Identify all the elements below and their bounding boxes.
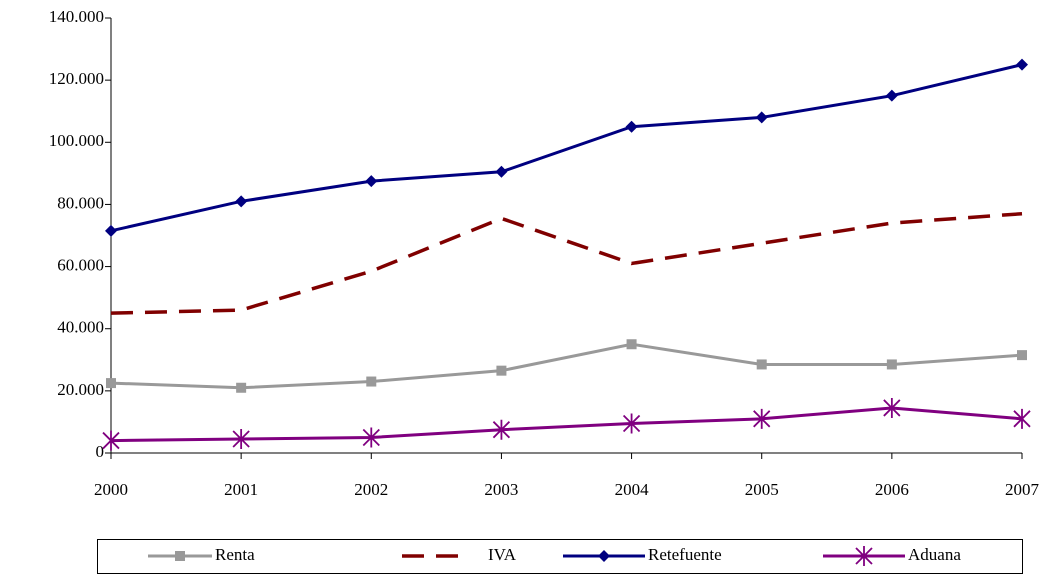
x-tick-label: 2003 [484,480,518,499]
series-line [110,406,1023,443]
marker [495,165,508,178]
x-tick-label: 2000 [94,480,128,499]
marker [625,120,638,133]
legend-item: IVA [402,545,517,564]
legend-item: Renta [148,545,255,564]
legend-label: Retefuente [648,545,722,564]
y-tick-label: 0 [96,442,105,461]
marker [365,175,378,188]
marker [232,429,250,450]
marker [885,89,898,102]
legend-label: Aduana [908,545,961,564]
marker [492,419,511,440]
marker [1017,350,1027,361]
legend-label: Renta [215,545,255,564]
marker [755,111,768,124]
marker [362,427,380,448]
marker [236,382,247,393]
series-line [110,63,1023,233]
marker [235,195,248,208]
x-tick-label: 2005 [745,480,779,499]
x-tick-label: 2002 [354,480,388,499]
x-tick-label: 2004 [615,480,650,499]
marker [753,408,771,429]
legend-item: Retefuente [563,545,722,564]
marker [598,550,610,562]
x-tick-label: 2001 [224,480,258,499]
marker [883,397,901,418]
marker [106,378,116,389]
y-tick-label: 100.000 [49,131,104,150]
marker [622,413,641,434]
marker [855,546,873,566]
y-tick-label: 20.000 [57,380,104,399]
marker [886,359,897,370]
y-tick-label: 120.000 [49,69,104,88]
legend-item: Aduana [823,545,961,564]
marker [1016,58,1028,71]
x-tick-label: 2007 [1005,480,1040,499]
series-line [110,342,1023,390]
series-line [110,212,1023,315]
y-tick-label: 140.000 [49,7,104,26]
x-tick-label: 2006 [875,480,909,499]
y-tick-label: 80.000 [57,193,104,212]
legend-label: IVA [488,545,517,564]
y-tick-label: 40.000 [57,318,104,337]
marker [105,224,117,237]
marker [626,339,637,350]
marker [175,551,185,561]
legend-box [97,539,1023,574]
marker [756,359,767,370]
marker [102,430,120,451]
marker [1013,408,1031,429]
y-tick-label: 60.000 [57,255,104,274]
marker [366,376,377,387]
marker [496,365,507,376]
